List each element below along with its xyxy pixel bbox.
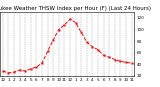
Title: Milwaukee Weather THSW Index per Hour (F) (Last 24 Hours): Milwaukee Weather THSW Index per Hour (F… [0, 6, 151, 11]
